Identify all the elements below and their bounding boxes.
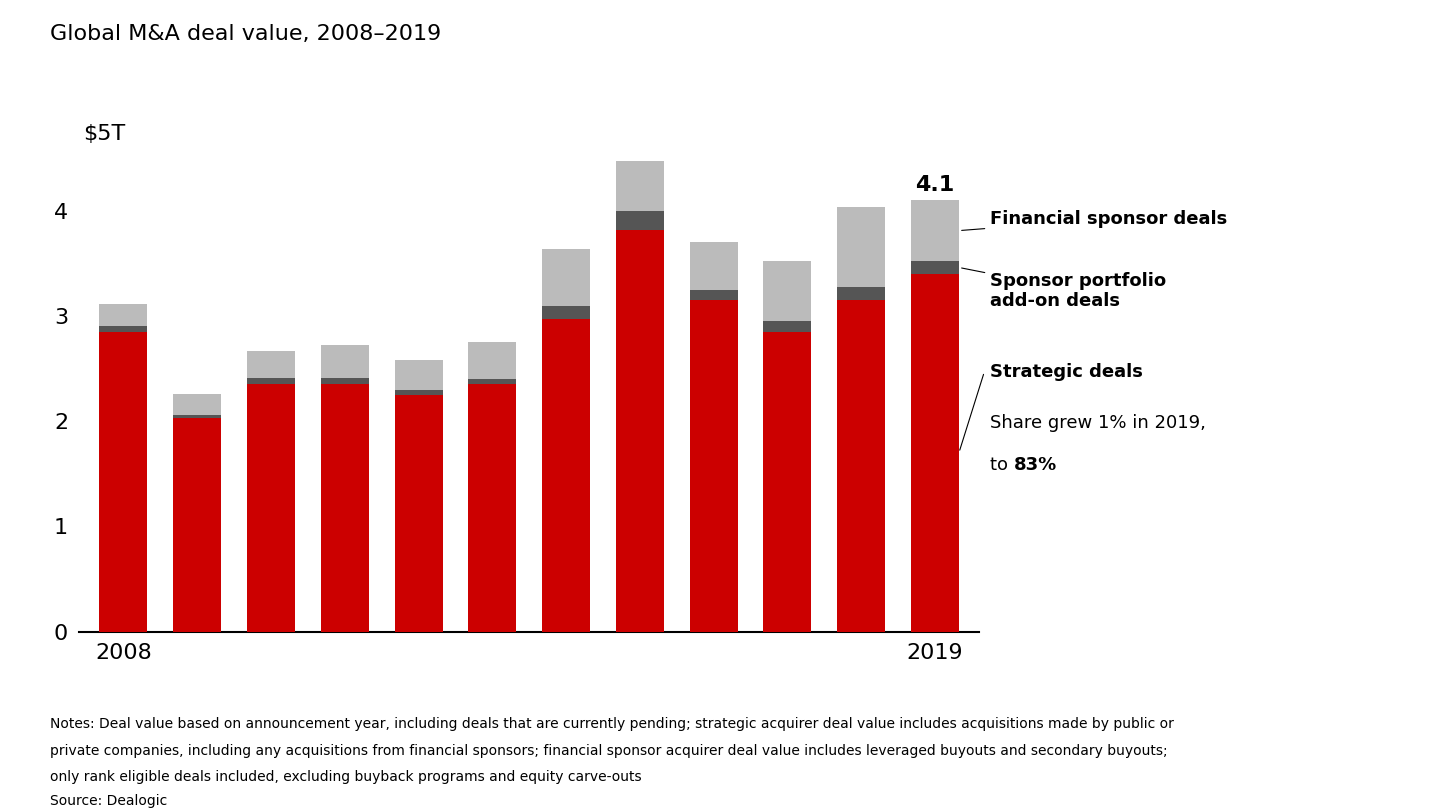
Text: only rank eligible deals included, excluding buyback programs and equity carve-o: only rank eligible deals included, exclu…	[50, 770, 642, 783]
Text: Strategic deals: Strategic deals	[991, 363, 1143, 381]
Bar	[248, 378, 295, 384]
Bar	[468, 379, 517, 384]
Bar	[173, 418, 222, 632]
Bar	[541, 306, 590, 319]
Bar	[837, 207, 886, 288]
Text: 83%: 83%	[1014, 456, 1057, 474]
Bar	[173, 415, 222, 418]
Bar	[690, 289, 737, 300]
Bar	[912, 274, 959, 632]
Text: 4.1: 4.1	[916, 175, 955, 195]
Bar	[321, 345, 369, 378]
Bar	[99, 305, 147, 326]
Text: Financial sponsor deals: Financial sponsor deals	[962, 210, 1227, 230]
Bar	[690, 242, 737, 290]
Bar	[763, 261, 811, 321]
Bar	[248, 384, 295, 632]
Bar	[763, 321, 811, 332]
Text: Notes: Deal value based on announcement year, including deals that are currently: Notes: Deal value based on announcement …	[50, 717, 1174, 731]
Bar	[395, 395, 442, 632]
Bar	[321, 384, 369, 632]
Bar	[321, 378, 369, 384]
Bar	[837, 288, 886, 300]
Bar	[99, 332, 147, 632]
Bar	[616, 211, 664, 229]
Text: Source: Dealogic: Source: Dealogic	[50, 794, 167, 808]
Bar	[541, 319, 590, 632]
Bar	[173, 394, 222, 415]
Bar	[468, 384, 517, 632]
Bar	[395, 390, 442, 395]
Text: private companies, including any acquisitions from financial sponsors; financial: private companies, including any acquisi…	[50, 744, 1168, 757]
Bar	[248, 351, 295, 378]
Text: Sponsor portfolio
add-on deals: Sponsor portfolio add-on deals	[962, 268, 1166, 310]
Bar	[837, 300, 886, 632]
Bar	[541, 249, 590, 306]
Text: Share grew 1% in 2019,: Share grew 1% in 2019,	[991, 414, 1207, 432]
Text: to: to	[991, 456, 1014, 474]
Bar	[690, 300, 737, 632]
Bar	[912, 261, 959, 274]
Bar	[99, 326, 147, 332]
Text: Global M&A deal value, 2008–2019: Global M&A deal value, 2008–2019	[50, 24, 442, 45]
Bar	[763, 332, 811, 632]
Text: $5T: $5T	[84, 124, 125, 144]
Bar	[395, 360, 442, 390]
Bar	[468, 342, 517, 379]
Bar	[616, 229, 664, 632]
Bar	[912, 200, 959, 261]
Bar	[616, 161, 664, 211]
